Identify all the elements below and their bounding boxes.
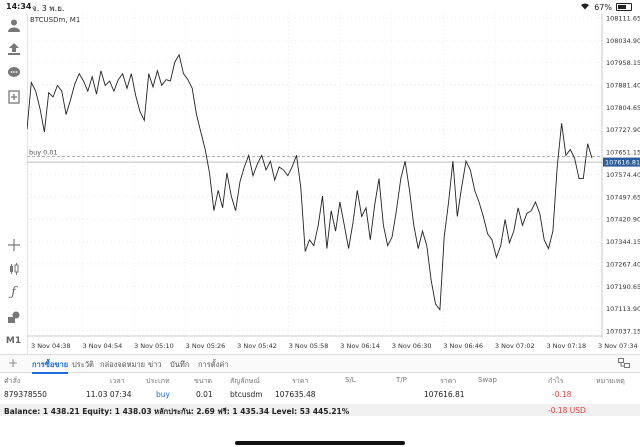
terminal-tabs: + การซื้อขาย ประวัติ กล่องจดหมาย ข่าว บั… [0,354,640,374]
total-profit: -0.18 USD [548,406,586,415]
battery-icon [616,3,632,11]
col-volume: ขนาด [194,377,213,385]
add-chart-icon[interactable] [5,88,22,105]
price-series-line [27,53,593,312]
col-profit: กำไร [548,377,564,385]
tab-mailbox[interactable]: กล่องจดหมาย [100,360,146,369]
y-tick-label: 107344.15 [606,238,640,246]
objects-icon[interactable] [5,308,22,325]
col-type: ประเภท [146,377,170,385]
battery-fill [618,5,627,9]
y-tick-label: 107037.15 [606,328,640,336]
x-tick-label: 3 Nov 05:26 [186,342,226,350]
timeframe-button[interactable]: M1 [5,335,22,346]
col-swap: Swap [478,376,497,384]
col-symbol: สัญลักษณ์ [230,377,260,385]
function-icon[interactable]: ƒ [11,285,16,300]
x-tick-label: 3 Nov 05:58 [289,342,329,350]
x-tick-label: 3 Nov 05:42 [237,342,277,350]
account-icon[interactable] [5,16,22,33]
col-order: คำสั่ง [4,377,21,385]
current-price-label: 107616.81 [605,159,640,167]
balance-bar: Balance: 1 438.21 Equity: 1 438.03 หลักป… [0,404,640,416]
x-tick-label: 3 Nov 05:10 [134,342,174,350]
x-tick-label: 3 Nov 07:18 [546,342,586,350]
trade-up-icon[interactable] [5,40,22,57]
y-tick-label: 107727.90 [606,126,640,134]
y-tick-label: 107190.65 [606,283,640,291]
row-time: 11.03 07:34 [86,390,132,399]
tab-settings[interactable]: การตั้งค่า [198,360,229,369]
x-tick-label: 3 Nov 07:02 [495,342,535,350]
tab-news[interactable]: ข่าว [148,360,162,369]
y-tick-label: 107497.65 [606,193,640,201]
x-tick-label: 3 Nov 06:46 [443,342,483,350]
y-tick-label: 107420.90 [606,216,640,224]
x-tick-label: 3 Nov 06:14 [340,342,380,350]
tab-history[interactable]: ประวัติ [72,360,94,369]
y-tick-label: 108111.65 [606,14,640,22]
chart-symbol: BTCUSDm, M1 [30,16,81,24]
current-price-tag [603,157,640,167]
y-tick-label: 108034.90 [606,37,640,45]
x-tick-label: 3 Nov 07:34 [598,342,638,350]
y-tick-label: 107267.40 [606,260,640,268]
col-sl: S/L [345,376,356,384]
order-label: buy 0.01 [29,149,58,157]
battery-percent: 67% [594,2,612,12]
status-right: 67% [580,2,632,12]
row-type: buy [156,390,170,399]
row-volume: 0.01 [196,390,213,399]
tab-journal[interactable]: บันทึก [170,360,190,369]
wifi-icon [580,2,590,12]
col-tp: T/P [396,376,407,384]
status-time: 14:34 [6,2,32,11]
row-current-price: 107616.81 [424,390,465,399]
crosshair-icon[interactable] [5,236,22,253]
candles-icon[interactable] [5,260,22,277]
y-tick-label: 107651.15 [606,149,640,157]
y-tick-label: 107958.15 [606,59,640,67]
left-toolbar: ƒ M1 [0,14,28,354]
y-tick-label: 107804.65 [606,104,640,112]
x-tick-label: 3 Nov 04:54 [83,342,123,350]
row-symbol: btcusdm [230,390,263,399]
status-bar: 14:34 จ. 3 พ.ย. 67% [0,0,640,14]
tab-trade[interactable]: การซื้อขาย [32,359,69,374]
row-ticket: 879378550 [4,390,47,399]
y-tick-label: 107574.40 [606,171,640,179]
x-tick-label: 3 Nov 06:30 [392,342,432,350]
row-profit: -0.18 [552,390,572,399]
plus-icon[interactable]: + [8,356,19,370]
col-price: ราคา [292,377,309,385]
balance-text: Balance: 1 438.21 Equity: 1 438.03 หลักป… [4,407,350,416]
status-date: จ. 3 พ.ย. [32,4,65,13]
layout-icon[interactable] [618,358,630,371]
x-tick-label: 3 Nov 04:38 [31,342,71,350]
row-open-price: 107635.48 [275,390,316,399]
chat-icon[interactable] [5,64,22,81]
price-chart[interactable]: 108111.65 108034.90 107958.15 107881.40 1078… [27,14,640,354]
chart-canvas[interactable]: 108111.65 108034.90 107958.15 107881.40 1078… [27,14,640,354]
y-tick-label: 107881.40 [606,81,640,89]
y-tick-label: 107113.90 [606,305,640,313]
col-time: เวลา [110,377,125,385]
col-comment: หมายเหตุ [596,377,625,385]
home-indicator[interactable] [235,441,405,445]
col-current-price: ราคา [440,377,457,385]
